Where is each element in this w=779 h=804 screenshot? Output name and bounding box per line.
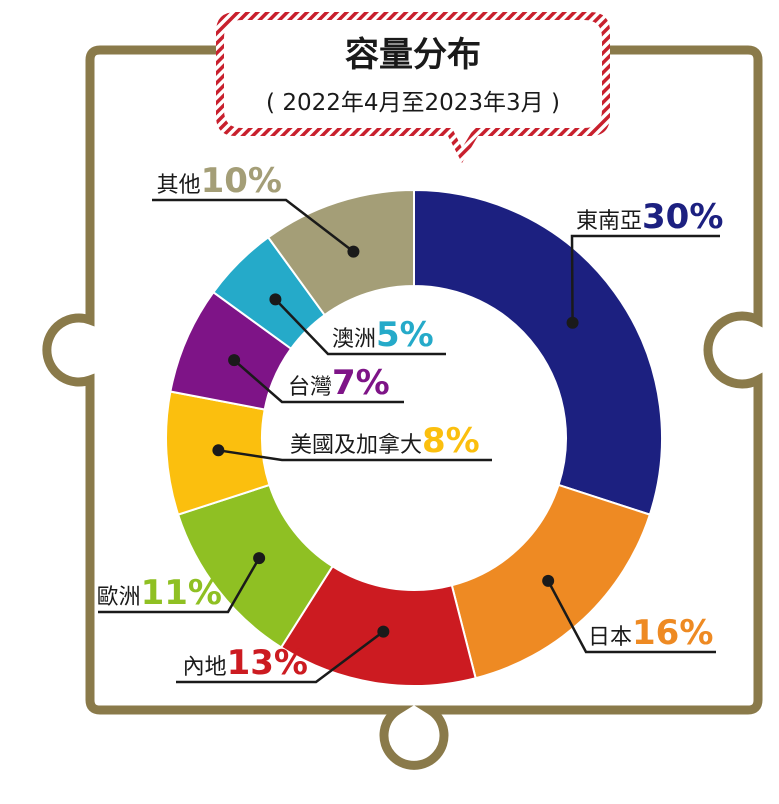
category-label: 美國及加拿大 xyxy=(290,432,422,458)
slice-label-1: 日本16% xyxy=(588,613,713,653)
leader-line-4 xyxy=(218,449,492,462)
leader-dot-4 xyxy=(212,444,225,457)
leader-line-7 xyxy=(152,198,355,253)
slice-label-5: 台灣7% xyxy=(288,363,390,403)
slice-label-0: 東南亞30% xyxy=(576,197,723,237)
chart-title: 容量分布 xyxy=(345,35,481,75)
leader-dot-6 xyxy=(269,293,282,306)
leader-line-1 xyxy=(547,580,716,654)
leader-line-2 xyxy=(176,630,385,684)
category-label: 內地 xyxy=(183,655,227,680)
slice-label-4: 美國及加拿大8% xyxy=(290,421,480,461)
leader-dot-5 xyxy=(228,354,241,367)
value-label: 10% xyxy=(201,161,282,201)
slice-label-7: 其他10% xyxy=(157,161,282,201)
donut-slices xyxy=(165,188,663,687)
leader-dot-0 xyxy=(566,316,579,329)
category-label: 台灣 xyxy=(288,375,332,400)
value-label: 8% xyxy=(422,421,480,461)
slice-label-2: 內地13% xyxy=(183,643,308,683)
donut-slice-0 xyxy=(413,188,663,516)
leader-dot-3 xyxy=(253,552,266,565)
slice-label-6: 澳洲5% xyxy=(332,315,434,355)
title-bubble: 容量分布 ( 2022年4月至2023年3月 ) xyxy=(216,12,610,163)
leader-line-3 xyxy=(98,557,261,614)
leader-dot-2 xyxy=(377,625,390,638)
category-label: 東南亞 xyxy=(576,209,642,234)
value-label: 11% xyxy=(141,573,222,613)
leader-lines xyxy=(98,198,720,684)
slice-label-3: 歐洲11% xyxy=(97,573,222,613)
slice-labels: 東南亞30%日本16%內地13%歐洲11%美國及加拿大8%台灣7%澳洲5%其他1… xyxy=(97,161,724,683)
puzzle-frame xyxy=(42,45,763,770)
category-label: 其他 xyxy=(157,173,201,198)
category-label: 歐洲 xyxy=(97,585,141,610)
value-label: 13% xyxy=(227,643,308,683)
chart-subtitle: ( 2022年4月至2023年3月 ) xyxy=(266,90,560,116)
value-label: 16% xyxy=(632,613,713,653)
donut-slice-7 xyxy=(266,188,415,317)
category-label: 澳洲 xyxy=(332,327,376,352)
leader-line-6 xyxy=(274,298,446,356)
leader-dot-1 xyxy=(542,574,555,587)
category-label: 日本 xyxy=(588,625,632,650)
leader-dot-7 xyxy=(347,245,360,258)
leader-line-5 xyxy=(233,359,404,404)
value-label: 7% xyxy=(332,363,390,403)
value-label: 30% xyxy=(642,197,723,237)
value-label: 5% xyxy=(376,315,434,355)
leader-line-0 xyxy=(570,234,720,323)
